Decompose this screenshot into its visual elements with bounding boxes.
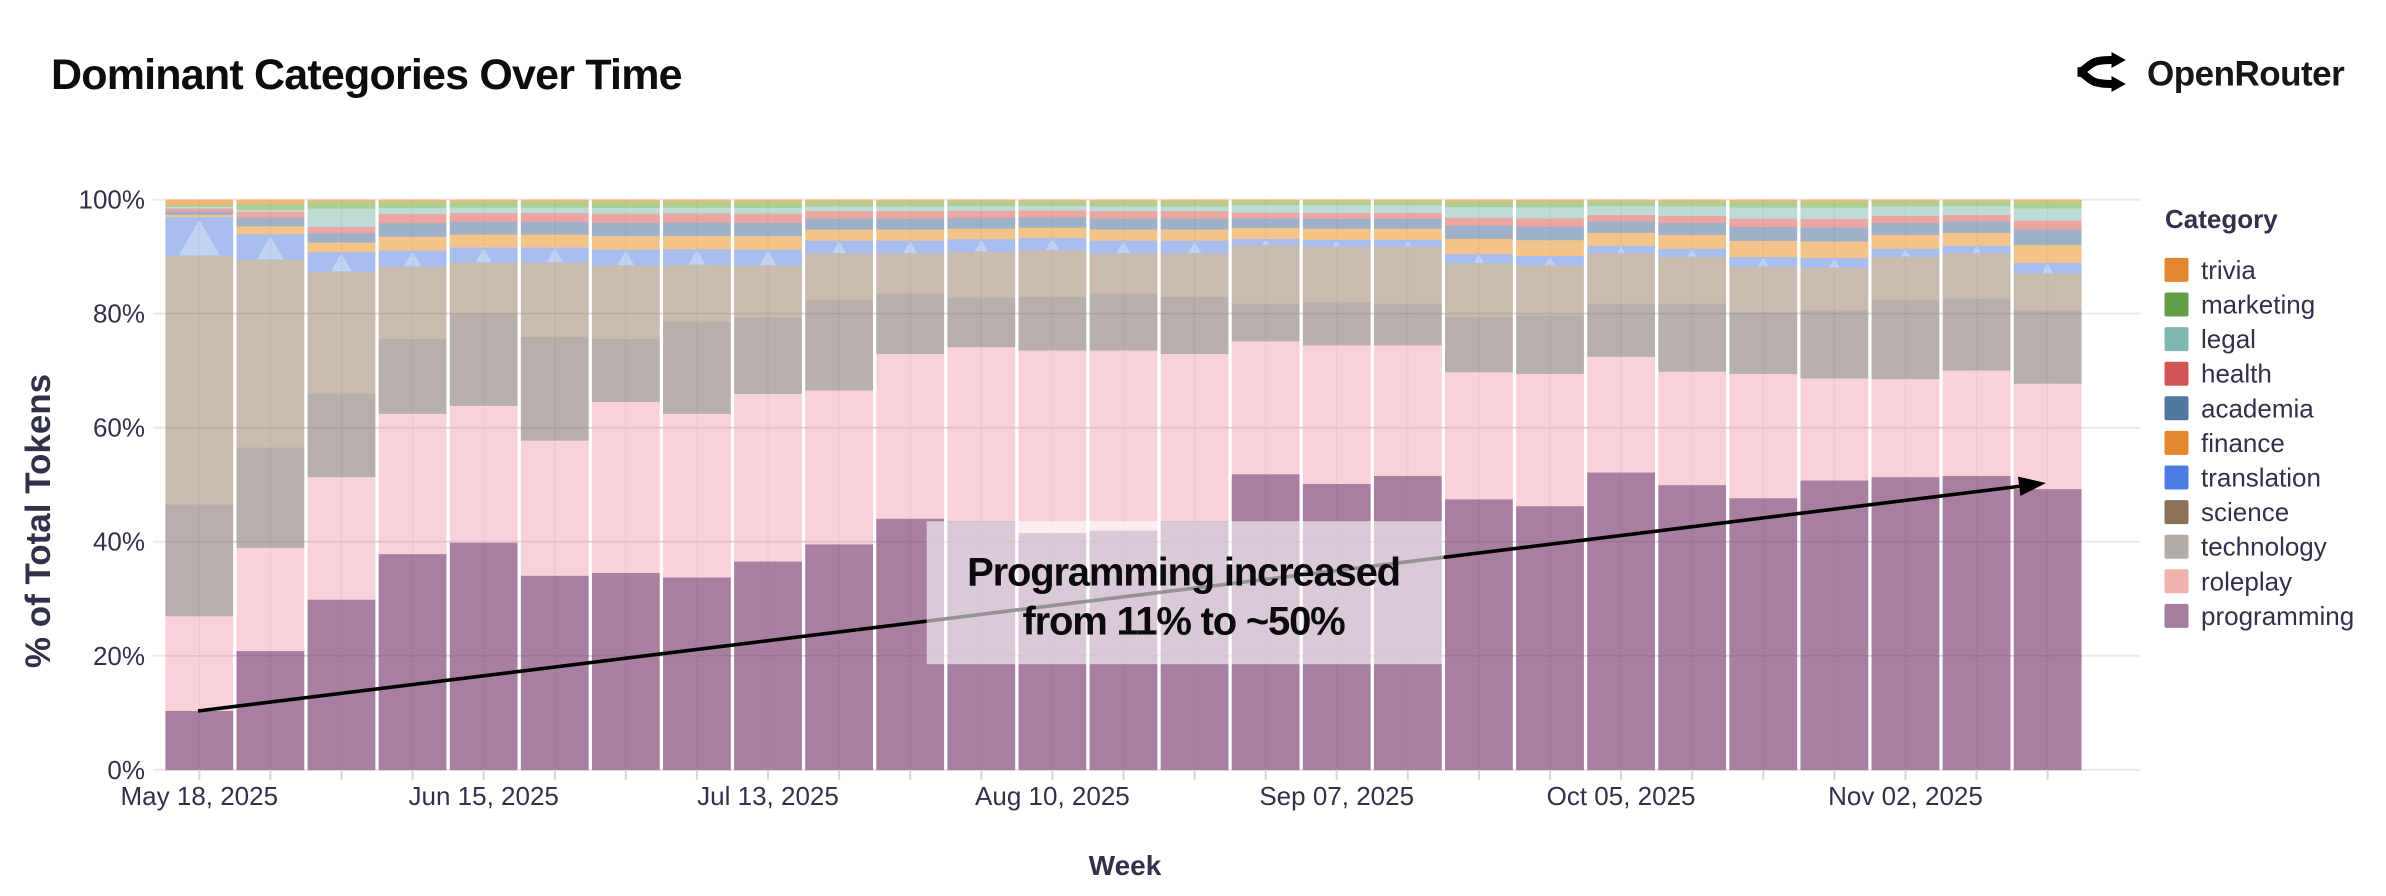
- svg-text:Oct 05, 2025: Oct 05, 2025: [1547, 781, 1696, 811]
- svg-text:finance: finance: [2201, 428, 2285, 458]
- svg-text:May 18, 2025: May 18, 2025: [121, 781, 279, 811]
- svg-text:40%: 40%: [93, 527, 145, 557]
- svg-text:Dominant Categories Over Time: Dominant Categories Over Time: [51, 51, 682, 99]
- svg-text:Jun 15, 2025: Jun 15, 2025: [409, 781, 559, 811]
- svg-text:100%: 100%: [79, 185, 146, 215]
- svg-text:legal: legal: [2201, 324, 2256, 354]
- svg-text:Category: Category: [2165, 204, 2278, 234]
- svg-text:translation: translation: [2201, 463, 2321, 493]
- svg-text:OpenRouter: OpenRouter: [2147, 55, 2345, 94]
- svg-text:60%: 60%: [93, 413, 145, 443]
- svg-text:programming: programming: [2201, 601, 2354, 631]
- svg-text:Programming increased: Programming increased: [967, 551, 1400, 595]
- svg-text:% of Total Tokens: % of Total Tokens: [19, 374, 58, 668]
- svg-text:from 11% to ~50%: from 11% to ~50%: [1022, 600, 1345, 644]
- svg-text:roleplay: roleplay: [2201, 566, 2292, 596]
- svg-text:Sep 07, 2025: Sep 07, 2025: [1259, 781, 1414, 811]
- svg-text:Nov 02, 2025: Nov 02, 2025: [1828, 781, 1983, 811]
- svg-text:80%: 80%: [93, 299, 145, 329]
- svg-text:technology: technology: [2201, 532, 2327, 562]
- svg-text:Aug 10, 2025: Aug 10, 2025: [975, 781, 1130, 811]
- svg-text:marketing: marketing: [2201, 290, 2315, 320]
- svg-text:health: health: [2201, 359, 2272, 389]
- svg-text:0%: 0%: [107, 755, 145, 785]
- svg-text:Week: Week: [1089, 850, 1162, 881]
- svg-text:trivia: trivia: [2201, 255, 2256, 285]
- svg-text:20%: 20%: [93, 641, 145, 671]
- svg-text:Jul 13, 2025: Jul 13, 2025: [697, 781, 839, 811]
- svg-text:academia: academia: [2201, 393, 2314, 423]
- svg-text:science: science: [2201, 497, 2289, 527]
